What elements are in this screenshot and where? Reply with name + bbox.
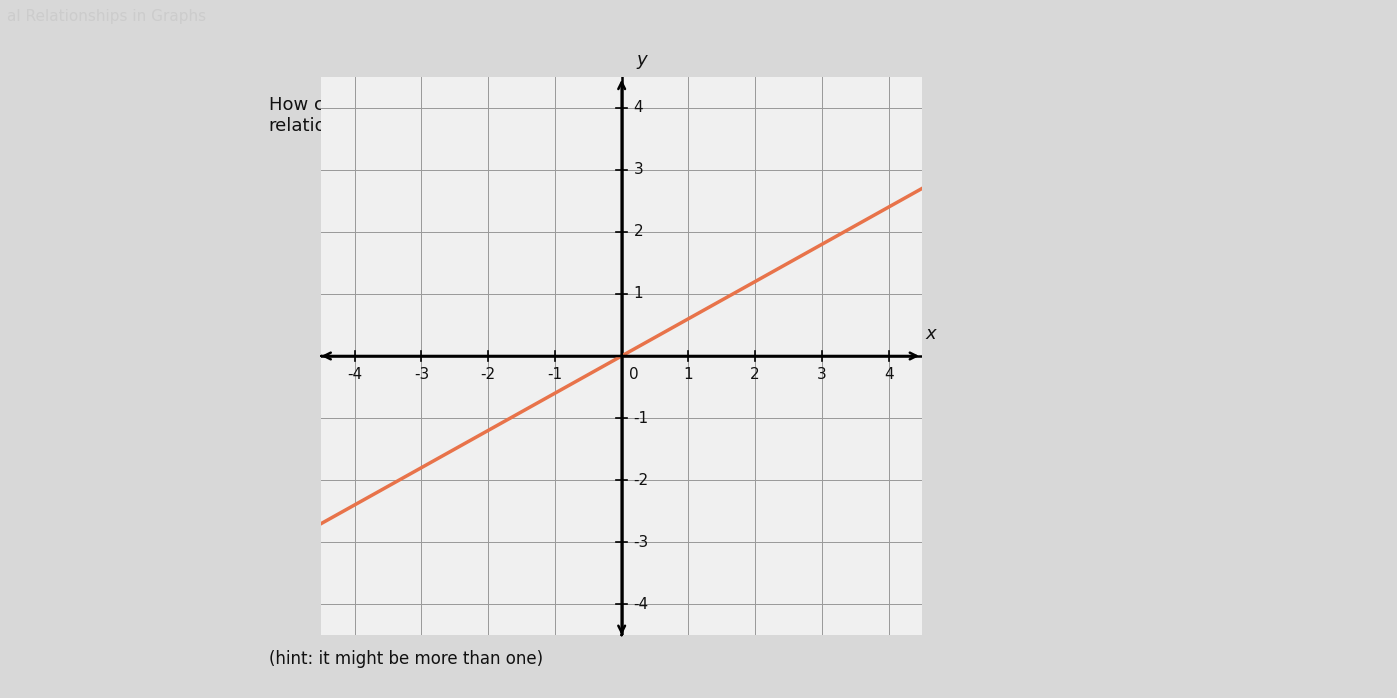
Text: -4: -4 — [634, 597, 648, 611]
Text: 1: 1 — [683, 367, 693, 382]
Text: -3: -3 — [414, 367, 429, 382]
Text: 3: 3 — [817, 367, 827, 382]
Text: 1: 1 — [634, 286, 643, 302]
Text: -1: -1 — [634, 410, 648, 426]
Text: 3: 3 — [634, 163, 644, 177]
Text: y: y — [637, 52, 647, 69]
Text: 2: 2 — [750, 367, 760, 382]
Text: 0: 0 — [629, 367, 638, 382]
Text: (hint: it might be more than one): (hint: it might be more than one) — [268, 650, 542, 668]
Text: -1: -1 — [548, 367, 563, 382]
Text: -4: -4 — [346, 367, 362, 382]
Text: x: x — [925, 325, 936, 343]
Text: -3: -3 — [634, 535, 650, 549]
Text: al Relationships in Graphs: al Relationships in Graphs — [7, 8, 207, 24]
Text: -2: -2 — [634, 473, 648, 488]
Text: 4: 4 — [634, 101, 643, 115]
Text: -2: -2 — [481, 367, 496, 382]
Text: How can you tell that this graph represents a proportional
relationship?: How can you tell that this graph represe… — [268, 96, 793, 135]
Text: 2: 2 — [634, 224, 643, 239]
Text: 4: 4 — [884, 367, 894, 382]
